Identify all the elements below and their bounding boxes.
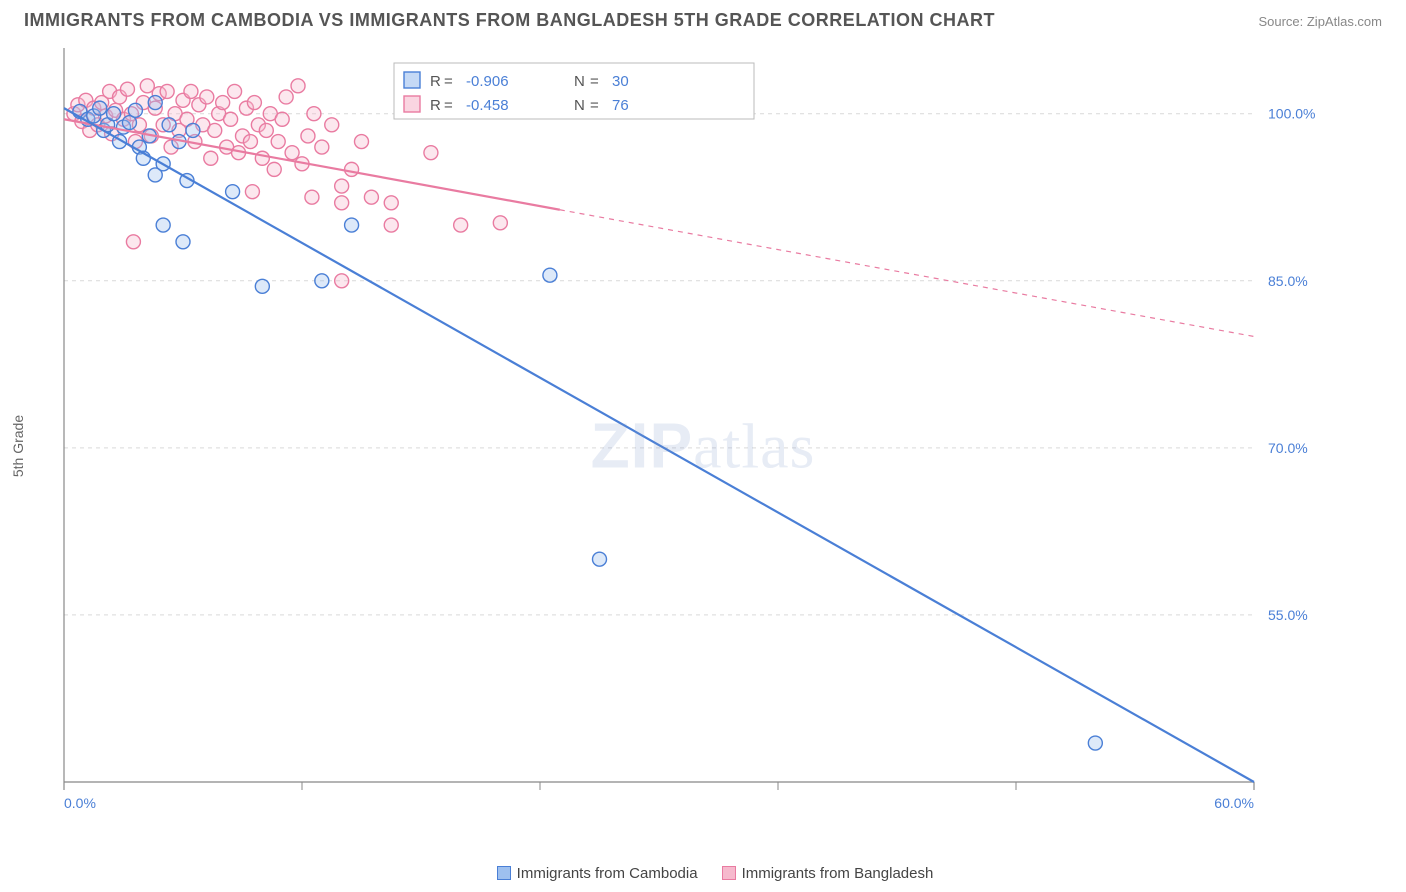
scatter-point (224, 112, 238, 126)
legend-text: -0.458 (466, 97, 509, 114)
scatter-point (335, 274, 349, 288)
scatter-point (543, 268, 557, 282)
scatter-point (315, 140, 329, 154)
scatter-point (335, 179, 349, 193)
legend-text: = (590, 97, 599, 114)
scatter-point (107, 107, 121, 121)
scatter-point (301, 129, 315, 143)
x-tick-label: 0.0% (64, 795, 96, 811)
legend-text: 30 (612, 73, 629, 90)
plot-area: 55.0% 70.0% 85.0% 100.0% 0.0% 60.0% R = -0.906… (60, 42, 1340, 822)
scatter-point (200, 90, 214, 104)
source-label: Source: (1258, 14, 1306, 29)
y-tick-label: 55.0% (1268, 607, 1308, 623)
scatter-point (93, 101, 107, 115)
scatter-point (255, 279, 269, 293)
scatter-point (247, 96, 261, 110)
chart-title: IMMIGRANTS FROM CAMBODIA VS IMMIGRANTS F… (24, 10, 995, 31)
legend-text: = (444, 97, 453, 114)
scatter-point (156, 218, 170, 232)
chart-container: IMMIGRANTS FROM CAMBODIA VS IMMIGRANTS F… (0, 0, 1406, 892)
trend-line-dashed (560, 210, 1254, 337)
legend-text: N (574, 73, 585, 90)
scatter-point (255, 151, 269, 165)
scatter-point (245, 185, 259, 199)
scatter-point (186, 123, 200, 137)
scatter-point (335, 196, 349, 210)
scatter-point (593, 552, 607, 566)
legend-swatch (404, 96, 420, 112)
scatter-point (162, 118, 176, 132)
scatter-point (493, 216, 507, 230)
scatter-point (355, 135, 369, 149)
y-tick-label: 85.0% (1268, 273, 1308, 289)
scatter-point (148, 96, 162, 110)
legend-swatch (497, 866, 511, 880)
scatter-point (345, 218, 359, 232)
trend-line-solid (64, 108, 1254, 782)
legend-label: Immigrants from Bangladesh (742, 865, 934, 882)
legend-text: N (574, 97, 585, 114)
scatter-point (325, 118, 339, 132)
scatter-point (160, 84, 174, 98)
scatter-point (243, 135, 257, 149)
scatter-point (128, 103, 142, 117)
scatter-point (275, 112, 289, 126)
scatter-point (208, 123, 222, 137)
scatter-point (305, 190, 319, 204)
scatter-point (291, 79, 305, 93)
scatter-point (424, 146, 438, 160)
scatter-point (285, 146, 299, 160)
legend-text: R (430, 97, 441, 114)
scatter-point (384, 196, 398, 210)
legend-label: Immigrants from Cambodia (517, 865, 698, 882)
legend-text: = (444, 73, 453, 90)
scatter-point (364, 190, 378, 204)
x-tick-label: 60.0% (1214, 795, 1254, 811)
scatter-point (176, 235, 190, 249)
legend-text: 76 (612, 97, 629, 114)
legend-text: R (430, 73, 441, 90)
scatter-point (184, 84, 198, 98)
scatter-point (204, 151, 218, 165)
scatter-point (315, 274, 329, 288)
y-axis-label: 5th Grade (10, 415, 26, 477)
scatter-point (279, 90, 293, 104)
scatter-point (454, 218, 468, 232)
plot-svg: 55.0% 70.0% 85.0% 100.0% 0.0% 60.0% R = -0.906… (60, 42, 1340, 822)
y-tick-label: 100.0% (1268, 106, 1315, 122)
scatter-point (259, 123, 273, 137)
legend-text: = (590, 73, 599, 90)
scatter-point (384, 218, 398, 232)
scatter-point (226, 185, 240, 199)
bottom-legend: Immigrants from Cambodia Immigrants from … (0, 865, 1406, 882)
scatter-point (307, 107, 321, 121)
scatter-point (1088, 736, 1102, 750)
y-tick-label: 70.0% (1268, 440, 1308, 456)
scatter-point (228, 84, 242, 98)
source-credit: Source: ZipAtlas.com (1258, 14, 1382, 29)
legend-text: -0.906 (466, 73, 509, 90)
scatter-point (120, 82, 134, 96)
legend-swatch (722, 866, 736, 880)
scatter-point (216, 96, 230, 110)
source-name: ZipAtlas.com (1307, 14, 1382, 29)
scatter-point (126, 235, 140, 249)
scatter-point (271, 135, 285, 149)
scatter-point (345, 162, 359, 176)
scatter-point (267, 162, 281, 176)
legend-swatch (404, 72, 420, 88)
